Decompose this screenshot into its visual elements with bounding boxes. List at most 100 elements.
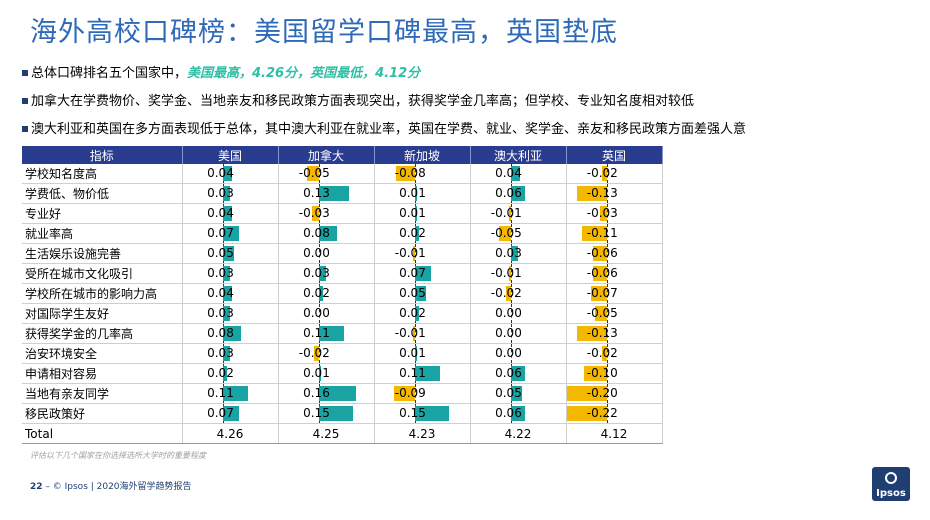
table-row: 学费低、物价低 0.03 0.13 0.01 0.06 -0.13 — [22, 183, 663, 204]
logo-mark-icon — [885, 472, 897, 484]
bullet-text: 总体口碑排名五个国家中， — [31, 66, 188, 81]
value-cell: 0.07 — [182, 403, 279, 424]
row-label: 学费低、物价低 — [22, 183, 183, 204]
positive-bar — [414, 306, 420, 321]
value-cell: -0.05 — [470, 223, 567, 244]
value-cell: -0.01 — [470, 203, 567, 224]
value-label: 0.07 — [207, 226, 234, 240]
zero-axis — [606, 324, 608, 343]
value-label: 0.03 — [495, 246, 522, 260]
value-label: 0.15 — [303, 406, 330, 420]
value-cell: -0.03 — [278, 203, 375, 224]
value-cell: 0.11 — [278, 323, 375, 344]
value-cell: 0.16 — [278, 383, 375, 404]
positive-bar — [318, 406, 354, 421]
value-cell: -0.03 — [566, 203, 663, 224]
value-label: 0.00 — [495, 326, 522, 340]
positive-bar — [222, 246, 235, 261]
value-cell: 0.02 — [374, 303, 471, 324]
value-label: 0.04 — [207, 206, 234, 220]
positive-bar — [222, 226, 239, 241]
zero-axis — [606, 184, 608, 203]
zero-axis — [606, 364, 608, 383]
bullet-highlight: 美国最高，4.26分，英国最低，4.12分 — [187, 66, 421, 81]
bullet-square-icon — [22, 69, 28, 76]
positive-bar — [510, 366, 525, 381]
positive-bar — [222, 306, 230, 321]
bullet-item: 总体口碑排名五个国家中，美国最高，4.26分，英国最低，4.12分 — [22, 66, 902, 82]
negative-bar — [595, 306, 607, 321]
value-cell: -0.02 — [278, 343, 375, 364]
value-label: -0.05 — [298, 166, 330, 180]
positive-bar — [222, 186, 230, 201]
value-cell: 0.06 — [470, 403, 567, 424]
total-value: 4.12 — [566, 423, 663, 444]
value-label: 0.04 — [495, 166, 522, 180]
value-label: 0.15 — [399, 406, 426, 420]
table-row: 学校所在城市的影响力高 0.04 0.02 0.05 -0.02 -0.07 — [22, 283, 663, 304]
table-row: 对国际学生友好 0.03 0.00 0.02 0.00 -0.05 — [22, 303, 663, 324]
zero-axis — [510, 304, 512, 323]
negative-bar — [412, 246, 415, 261]
value-label: 0.05 — [495, 386, 522, 400]
value-label: 0.03 — [207, 306, 234, 320]
value-cell: 0.01 — [374, 203, 471, 224]
value-cell: 0.08 — [182, 323, 279, 344]
value-label: -0.05 — [490, 226, 522, 240]
value-cell: 0.11 — [374, 363, 471, 384]
value-cell: 0.01 — [278, 363, 375, 384]
value-label: -0.01 — [394, 246, 426, 260]
positive-bar — [222, 366, 228, 381]
value-cell: 0.05 — [182, 243, 279, 264]
positive-bar — [414, 366, 441, 381]
value-cell: 0.00 — [278, 303, 375, 324]
value-label: 0.02 — [303, 286, 330, 300]
negative-bar — [506, 286, 511, 301]
total-value: 4.26 — [182, 423, 279, 444]
negative-bar — [508, 266, 511, 281]
bullet-item: 加拿大在学费物价、奖学金、当地亲友和移民政策方面表现突出，获得奖学金几率高；但学… — [22, 94, 902, 110]
value-cell: 0.05 — [470, 383, 567, 404]
positive-bar — [318, 186, 349, 201]
negative-bar — [394, 386, 415, 401]
row-label: 受所在城市文化吸引 — [22, 263, 183, 284]
negative-bar — [508, 206, 511, 221]
total-row: Total 4.26 4.25 4.23 4.22 4.12 — [22, 423, 663, 444]
value-label: 0.00 — [495, 306, 522, 320]
value-label: 0.05 — [399, 286, 426, 300]
value-cell: 0.04 — [182, 203, 279, 224]
value-cell: 0.11 — [182, 383, 279, 404]
value-label: 0.03 — [207, 186, 234, 200]
value-label: -0.05 — [586, 306, 618, 320]
value-label: 0.07 — [207, 406, 234, 420]
positive-bar — [414, 346, 418, 361]
total-label: Total — [22, 423, 183, 444]
positive-bar — [510, 406, 525, 421]
negative-bar — [576, 326, 607, 341]
value-label: 0.13 — [303, 186, 330, 200]
value-label: -0.01 — [394, 326, 426, 340]
row-label: 获得奖学金的几率高 — [22, 323, 183, 344]
value-cell: 0.00 — [470, 343, 567, 364]
value-cell: 0.04 — [470, 164, 567, 184]
row-label: 学校所在城市的影响力高 — [22, 283, 183, 304]
positive-bar — [222, 406, 239, 421]
value-cell: 0.03 — [182, 183, 279, 204]
value-cell: 0.04 — [182, 164, 279, 184]
value-cell: -0.05 — [566, 303, 663, 324]
value-cell: 0.01 — [374, 343, 471, 364]
table-row: 移民政策好 0.07 0.15 0.15 0.06 -0.22 — [22, 403, 663, 424]
table-row: 专业好 0.04 -0.03 0.01 -0.01 -0.03 — [22, 203, 663, 224]
header-australia: 澳大利亚 — [470, 146, 567, 164]
zero-axis — [510, 264, 512, 283]
value-label: 0.04 — [207, 286, 234, 300]
negative-bar — [576, 186, 607, 201]
value-label: 0.00 — [303, 246, 330, 260]
value-cell: 0.15 — [278, 403, 375, 424]
value-cell: -0.05 — [278, 164, 375, 184]
value-label: -0.22 — [586, 406, 618, 420]
zero-axis — [414, 244, 416, 263]
bullet-square-icon — [22, 97, 28, 104]
value-cell: -0.06 — [566, 243, 663, 264]
zero-axis — [606, 224, 608, 243]
